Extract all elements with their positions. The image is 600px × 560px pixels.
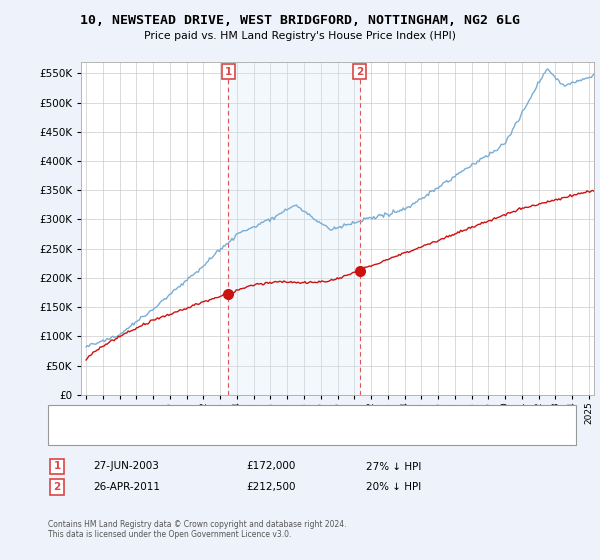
Text: 27% ↓ HPI: 27% ↓ HPI [366, 461, 421, 472]
Text: HPI: Average price, detached house, Rushcliffe: HPI: Average price, detached house, Rush… [81, 431, 286, 440]
Text: 27-JUN-2003: 27-JUN-2003 [93, 461, 159, 472]
Text: £212,500: £212,500 [246, 482, 296, 492]
Text: 20% ↓ HPI: 20% ↓ HPI [366, 482, 421, 492]
Text: 2: 2 [53, 482, 61, 492]
Text: Contains HM Land Registry data © Crown copyright and database right 2024.
This d: Contains HM Land Registry data © Crown c… [48, 520, 347, 539]
Text: —: — [57, 428, 70, 442]
Bar [229, 62, 359, 395]
Text: Price paid vs. HM Land Registry's House Price Index (HPI): Price paid vs. HM Land Registry's House … [144, 31, 456, 41]
Text: 10, NEWSTEAD DRIVE, WEST BRIDGFORD, NOTTINGHAM, NG2 6LG: 10, NEWSTEAD DRIVE, WEST BRIDGFORD, NOTT… [80, 14, 520, 27]
Text: 1: 1 [225, 67, 232, 77]
Text: £172,000: £172,000 [246, 461, 295, 472]
Text: 2: 2 [356, 67, 363, 77]
Text: —: — [57, 410, 70, 423]
Text: 10, NEWSTEAD DRIVE, WEST BRIDGFORD, NOTTINGHAM, NG2 6LG (detached house): 10, NEWSTEAD DRIVE, WEST BRIDGFORD, NOTT… [81, 412, 452, 421]
Text: 26-APR-2011: 26-APR-2011 [93, 482, 160, 492]
Text: 1: 1 [53, 461, 61, 472]
